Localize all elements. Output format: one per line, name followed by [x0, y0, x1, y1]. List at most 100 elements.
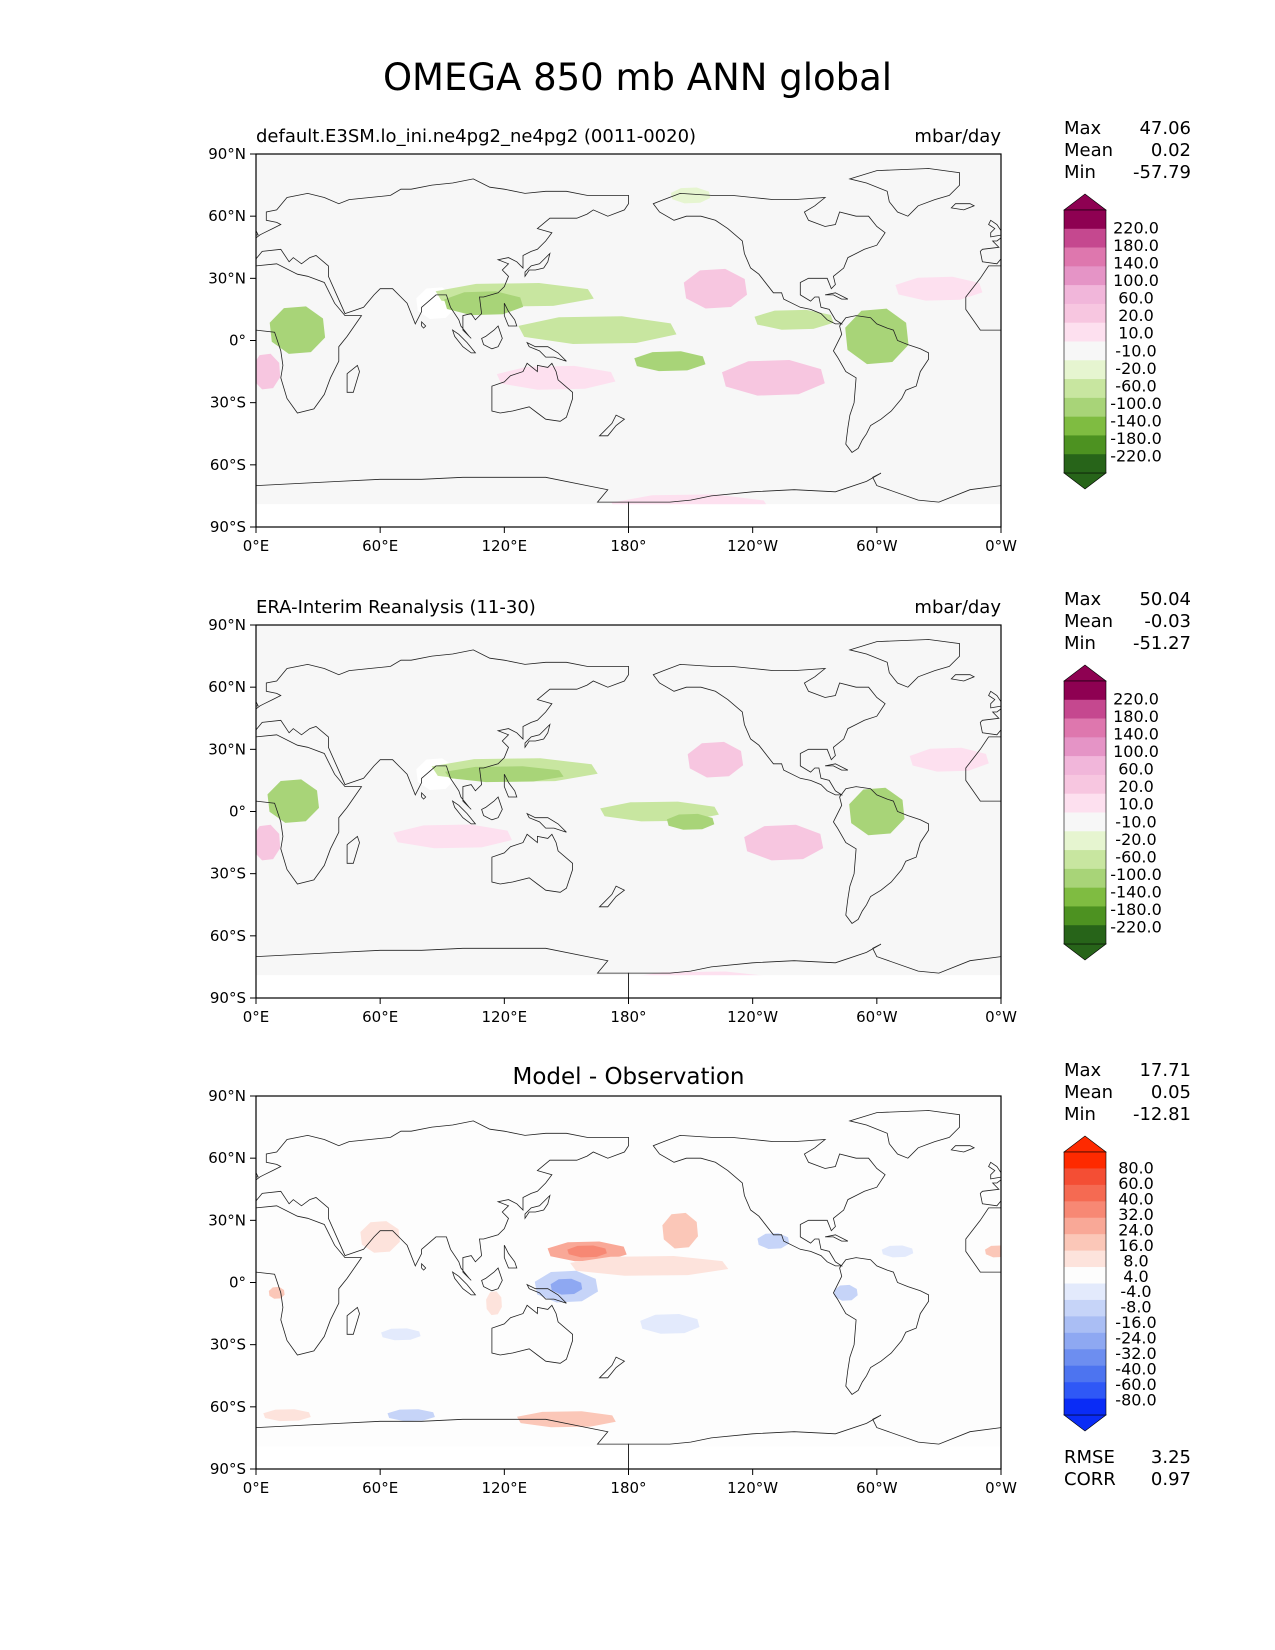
- contour-region: [909, 747, 989, 772]
- panel-units: mbar/day: [914, 597, 1001, 618]
- coastline: [598, 414, 626, 437]
- colorbar-label: -40.0: [1115, 1360, 1156, 1379]
- stat-value: -51.27: [1133, 633, 1191, 654]
- colorbar-segment: [1064, 1382, 1106, 1399]
- coastline: [256, 1205, 363, 1356]
- map-plot-area: [80, 154, 1001, 527]
- y-tick-label: 0°: [229, 803, 246, 821]
- coastline: [256, 263, 363, 414]
- coastline: [832, 315, 929, 453]
- coastline: [950, 674, 976, 682]
- contour-region: [985, 1245, 1001, 1258]
- coastline: [105, 169, 215, 217]
- colorbar-label: -10.0: [1115, 812, 1156, 831]
- coastline: [491, 1304, 573, 1364]
- contour-region: [518, 316, 677, 344]
- stat-value: 0.02: [1151, 140, 1191, 161]
- coastline: [628, 1414, 1001, 1469]
- contour-region: [683, 268, 747, 309]
- stat-value: -0.03: [1144, 611, 1191, 632]
- colorbar-top-extension: [1063, 1135, 1107, 1153]
- x-tick-label: 120°E: [482, 537, 528, 555]
- colorbar-segment: [1064, 1152, 1106, 1169]
- coastline: [481, 1267, 503, 1292]
- panel-center-title: Model - Observation: [512, 1064, 744, 1090]
- contour-region: [895, 276, 983, 301]
- contour-region: [256, 353, 281, 390]
- panel-model: default.E3SM.lo_ini.ne4pg2_ne4pg2 (0011-…: [80, 118, 1191, 555]
- coastline: [256, 476, 629, 527]
- colorbar-segment: [1064, 1250, 1106, 1268]
- y-tick-label: 90°S: [210, 518, 246, 536]
- footer-stat-label: RMSE: [1064, 1447, 1115, 1468]
- colorbar-segment: [1064, 1201, 1106, 1219]
- colorbar-segment: [1064, 1398, 1106, 1416]
- contour-region: [393, 824, 512, 849]
- y-tick-label: 60°S: [210, 1398, 246, 1416]
- colorbar-label: 60.0: [1118, 289, 1154, 308]
- y-tick-label: 90°N: [208, 1087, 246, 1105]
- stat-value: 50.04: [1139, 589, 1191, 610]
- coastline: [832, 1257, 929, 1395]
- colorbar-segment: [1064, 681, 1106, 701]
- x-tick-label: 60°W: [856, 1479, 898, 1497]
- x-tick-label: 180°: [610, 537, 646, 555]
- colorbar-segment: [1064, 360, 1106, 380]
- coastline: [346, 835, 360, 864]
- coastline: [652, 663, 886, 796]
- colorbar-segment: [1064, 1283, 1106, 1301]
- coastline: [988, 1161, 1001, 1180]
- coastline: [524, 252, 551, 278]
- coastline: [848, 168, 960, 217]
- coastline: [628, 943, 1001, 998]
- colorbar-segment: [1064, 1332, 1106, 1350]
- coastline: [1227, 797, 1248, 820]
- y-tick-label: 90°N: [208, 145, 246, 163]
- colorbar-label: 180.0: [1113, 707, 1159, 726]
- colorbar-label: -8.0: [1120, 1298, 1151, 1317]
- coastline: [80, 293, 103, 299]
- contour-region: [666, 813, 715, 830]
- coastline: [88, 316, 183, 453]
- coastline: [105, 640, 215, 688]
- coastline: [1237, 1305, 1275, 1363]
- coastline: [256, 1418, 629, 1469]
- colorbar-segment: [1064, 435, 1106, 455]
- colorbar-segment: [1064, 831, 1106, 851]
- colorbar-label: 10.0: [1118, 795, 1154, 814]
- colorbar-bottom-extension: [1063, 1414, 1107, 1432]
- y-tick-label: 0°: [229, 1274, 246, 1292]
- x-tick-label: 120°E: [482, 1479, 528, 1497]
- panel-left-title: ERA-Interim Reanalysis (11-30): [256, 597, 536, 618]
- colorbar-label: 20.0: [1118, 306, 1154, 325]
- contour-region: [269, 306, 326, 354]
- coastline: [1270, 725, 1275, 748]
- colorbar-top-extension: [1063, 193, 1107, 211]
- colorbar-label: -20.0: [1115, 830, 1156, 849]
- contour-region: [845, 308, 909, 365]
- x-tick-label: 120°E: [482, 1008, 528, 1026]
- coastline: [598, 1356, 626, 1379]
- stat-label: Max: [1064, 589, 1102, 610]
- x-tick-label: 120°W: [727, 537, 778, 555]
- footer-stat-value: 0.97: [1151, 1469, 1191, 1490]
- y-tick-label: 60°S: [210, 456, 246, 474]
- colorbar-label: 8.0: [1123, 1251, 1148, 1270]
- coastline: [0, 664, 140, 795]
- coastline: [1198, 801, 1221, 824]
- coastline: [451, 329, 477, 354]
- stat-label: Min: [1064, 633, 1096, 654]
- stat-value: 47.06: [1139, 118, 1191, 139]
- colorbar-bottom-extension: [1063, 943, 1107, 961]
- colorbar-label: -100.0: [1110, 394, 1162, 413]
- coastline: [256, 700, 259, 707]
- colorbar-label: 220.0: [1113, 690, 1159, 709]
- coastline: [1198, 1272, 1221, 1295]
- x-tick-label: 0°W: [985, 1479, 1017, 1497]
- contour-region: [486, 1291, 502, 1316]
- coastline: [256, 178, 629, 339]
- colorbar-segment: [1064, 1217, 1106, 1235]
- contour-region: [670, 187, 711, 204]
- contour-region: [662, 1212, 698, 1249]
- colorbar-segment: [1064, 228, 1106, 248]
